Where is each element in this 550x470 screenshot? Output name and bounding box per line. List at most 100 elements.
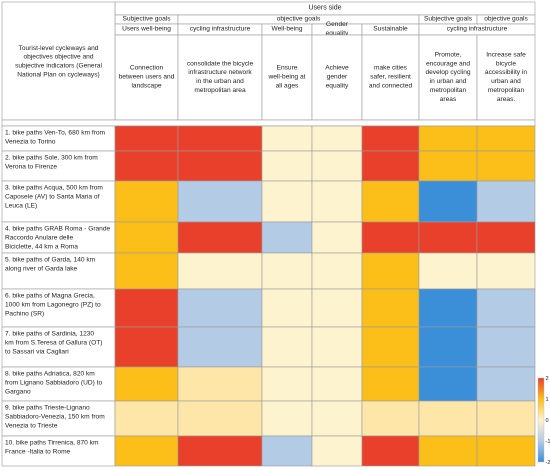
heatmap-cell — [311, 400, 363, 437]
heatmap-cell — [418, 125, 478, 152]
column-header-label: consolidate the bicycle infrastructure ne… — [187, 60, 254, 94]
heatmap-cell — [311, 288, 363, 328]
heatmap-cell — [361, 221, 420, 254]
heatmap-cell — [361, 180, 420, 223]
heatmap-cell — [177, 125, 263, 152]
column-header-cell — [418, 34, 478, 121]
row-label: 1. bike paths Ven-To, 680 km from Venezia… — [5, 130, 106, 146]
heatmap-cell — [361, 435, 420, 467]
subgroup-header-label: Gender equality — [326, 21, 349, 37]
row-label-cell — [1, 150, 116, 182]
group-header-label: objective goals — [277, 16, 321, 23]
heatmap-cell — [311, 435, 363, 467]
column-header-label: Connection between users and landscape — [119, 65, 175, 90]
heatmap-cell — [418, 288, 478, 328]
heatmap-cell — [177, 150, 263, 182]
row-label-cell — [1, 435, 116, 467]
row-label: 3. bike paths Acqua, 500 km from Caposele… — [5, 185, 103, 210]
heatmap-cell — [418, 221, 478, 254]
heatmap-cell — [418, 400, 478, 437]
heatmap-cell — [311, 125, 363, 152]
row-label-cell — [1, 400, 116, 437]
heatmap-cell — [418, 366, 478, 402]
heatmap-cell — [114, 400, 179, 437]
heatmap-cell — [418, 150, 478, 182]
heatmap-cell — [261, 180, 313, 223]
heatmap-cell — [476, 150, 536, 182]
column-header-label: Increase safe bicycle accessibility in urba… — [485, 51, 527, 103]
column-header-label: Ensure well-being at all ages — [267, 65, 305, 90]
corner-label: Tourist-level cycleways and objectives ob… — [15, 45, 102, 79]
colorbar-tick-label: 2 — [546, 376, 549, 382]
column-header-cell — [476, 34, 536, 121]
column-header-label: make cities safer, resilient and connected — [369, 65, 413, 90]
row-label: 8. bike paths Adriatica, 820 km from Lign… — [5, 371, 102, 396]
heatmap-cell — [361, 252, 420, 290]
colorbar-tick-label: -2 — [546, 460, 550, 466]
row-label: 10. bike paths Tirrenica, 870 km France -… — [5, 440, 99, 456]
heatmap-cell — [311, 326, 363, 368]
heatmap-cell — [177, 326, 263, 368]
heatmap-cell — [418, 252, 478, 290]
heatmap-cell — [361, 125, 420, 152]
colorbar — [537, 377, 545, 463]
subgroup-header-label: cycling infrastructure — [447, 26, 508, 33]
heatmap-cell — [476, 326, 536, 368]
heatmap-cell — [311, 252, 363, 290]
heatmap-cell — [261, 221, 313, 254]
heatmap-cell — [177, 288, 263, 328]
heatmap-cell — [114, 366, 179, 402]
heatmap-cell — [114, 150, 179, 182]
column-header-label: Promote, encourage and develop cycling in u… — [425, 51, 470, 103]
column-header-cell — [361, 34, 420, 121]
heatmap-cell — [361, 400, 420, 437]
heatmap-cell — [311, 180, 363, 223]
corner-cell — [1, 1, 116, 121]
heatmap-cell — [177, 180, 263, 223]
heatmap-cell — [476, 221, 536, 254]
heatmap-cell — [114, 125, 179, 152]
heatmap-cell — [177, 221, 263, 254]
row-label: 4. bike paths GRAB Roma - Grande Raccordo… — [5, 226, 111, 251]
heatmap-cell — [261, 125, 313, 152]
heatmap-cell — [476, 400, 536, 437]
group-header-label: Subjective goals — [122, 16, 171, 23]
heatmap-cell — [261, 435, 313, 467]
heatmap-cell — [476, 288, 536, 328]
spacer-row — [1, 119, 536, 127]
heatmap-cell — [177, 252, 263, 290]
heatmap-cell — [261, 366, 313, 402]
row-label: 2. bike paths Sole, 300 km from Verona to… — [5, 155, 98, 171]
heatmap-cell — [418, 435, 478, 467]
colorbar-tick-label: 1 — [546, 397, 549, 403]
heatmap-cell — [361, 150, 420, 182]
heatmap-cell — [114, 221, 179, 254]
heatmap-cell — [177, 366, 263, 402]
column-header-cell — [261, 34, 313, 121]
heatmap-cell — [114, 326, 179, 368]
group-header-label: Subjective goals — [424, 16, 473, 23]
heatmap-cell — [361, 288, 420, 328]
heatmap-cell — [361, 326, 420, 368]
heatmap-cell — [261, 400, 313, 437]
row-label-cell — [1, 366, 116, 402]
row-label: 9. bike paths Trieste-Lignano Sabbiadoro-… — [5, 405, 105, 430]
group-header-label: objective goals — [484, 16, 528, 23]
heatmap-cell — [114, 288, 179, 328]
subgroup-header-label: Well-being — [271, 26, 302, 33]
heatmap-cell — [476, 252, 536, 290]
row-label-cell — [1, 252, 116, 290]
heatmap-cell — [261, 252, 313, 290]
column-header-label: Achieve gender equality — [325, 65, 349, 90]
colorbar-tick-label: 0 — [546, 418, 549, 424]
heatmap-cell — [261, 150, 313, 182]
heatmap-cell — [476, 366, 536, 402]
heatmap-cell — [114, 435, 179, 467]
heatmap-cell — [476, 125, 536, 152]
subgroup-header-label: cycling infrastructure — [190, 26, 251, 33]
row-label-cell — [1, 221, 116, 254]
heatmap-cell — [261, 326, 313, 368]
heatmap-cell — [418, 180, 478, 223]
heatmap-cell — [476, 180, 536, 223]
